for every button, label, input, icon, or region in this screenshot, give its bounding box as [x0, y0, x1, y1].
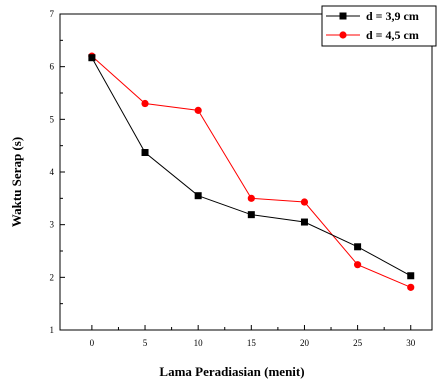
plot-frame	[59, 13, 433, 331]
legend-marker	[339, 31, 347, 39]
y-tick-label: 4	[50, 167, 55, 177]
data-point	[194, 192, 202, 200]
y-tick-label: 1	[50, 325, 55, 335]
data-point	[354, 261, 362, 269]
data-point	[247, 194, 255, 202]
x-tick-label: 20	[300, 338, 310, 348]
x-tick-label: 15	[247, 338, 257, 348]
x-tick-label: 0	[90, 338, 95, 348]
series	[88, 52, 415, 291]
y-tick-label: 7	[50, 9, 55, 19]
x-tick-label: 30	[406, 338, 416, 348]
series-line	[91, 55, 411, 288]
data-point	[194, 106, 202, 114]
x-tick-label: 25	[353, 338, 363, 348]
legend-label: d = 3,9 cm	[366, 9, 419, 23]
data-point	[300, 218, 308, 226]
y-tick-label: 6	[50, 62, 55, 72]
legend-marker	[339, 12, 347, 20]
y-axis-label: Waktu Serap (s)	[9, 137, 24, 227]
data-point	[247, 211, 255, 219]
y-tick-label: 2	[50, 272, 55, 282]
y-tick-label: 3	[50, 220, 55, 230]
data-point	[141, 149, 149, 157]
x-tick-label: 10	[194, 338, 204, 348]
data-point	[300, 198, 309, 206]
data-point	[141, 99, 149, 108]
legend-label: d = 4,5 cm	[366, 28, 419, 42]
data-point	[88, 54, 96, 62]
x-tick-label: 5	[143, 338, 148, 348]
series-line	[91, 57, 411, 277]
data-point	[354, 243, 362, 251]
ticks: 0 5 10 15 20 25 30 1 2 3 4 5 6 7	[50, 9, 416, 348]
data-point	[407, 283, 415, 291]
data-point	[407, 272, 415, 280]
y-tick-label: 5	[50, 114, 55, 124]
legend: d = 3,9 cm d = 4,5 cm	[321, 5, 437, 47]
x-axis-label: Lama Peradiasian (menit)	[159, 364, 304, 379]
